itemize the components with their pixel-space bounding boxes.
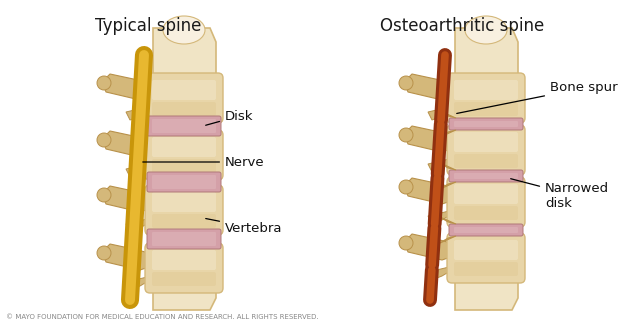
Polygon shape (438, 236, 456, 244)
Ellipse shape (163, 16, 205, 44)
Ellipse shape (399, 180, 413, 194)
Text: Narrowed
disk: Narrowed disk (511, 179, 609, 210)
Text: Disk: Disk (205, 110, 253, 125)
FancyBboxPatch shape (152, 119, 216, 133)
FancyBboxPatch shape (152, 192, 216, 212)
Polygon shape (438, 130, 456, 138)
Polygon shape (102, 74, 152, 100)
FancyBboxPatch shape (152, 102, 216, 116)
FancyBboxPatch shape (454, 102, 518, 116)
FancyBboxPatch shape (145, 185, 223, 235)
FancyBboxPatch shape (454, 184, 518, 204)
Polygon shape (438, 110, 456, 118)
Polygon shape (428, 266, 452, 280)
FancyBboxPatch shape (454, 121, 518, 127)
FancyBboxPatch shape (145, 73, 223, 123)
FancyBboxPatch shape (145, 130, 223, 180)
FancyBboxPatch shape (449, 170, 523, 182)
FancyBboxPatch shape (152, 214, 216, 228)
Polygon shape (404, 126, 454, 152)
Ellipse shape (465, 16, 507, 44)
FancyBboxPatch shape (454, 173, 518, 179)
Polygon shape (102, 244, 152, 270)
Text: Nerve: Nerve (143, 155, 265, 168)
FancyBboxPatch shape (152, 159, 216, 173)
Polygon shape (126, 276, 150, 290)
Polygon shape (102, 186, 152, 212)
FancyBboxPatch shape (147, 229, 221, 249)
Polygon shape (404, 74, 454, 100)
Polygon shape (404, 178, 454, 204)
FancyBboxPatch shape (152, 272, 216, 286)
Polygon shape (428, 158, 452, 172)
Ellipse shape (399, 236, 413, 250)
FancyBboxPatch shape (152, 232, 216, 246)
FancyBboxPatch shape (147, 116, 221, 136)
Text: Osteoarthritic spine: Osteoarthritic spine (380, 17, 544, 35)
FancyBboxPatch shape (449, 224, 523, 236)
FancyBboxPatch shape (152, 80, 216, 100)
FancyBboxPatch shape (454, 262, 518, 276)
Text: Bone spur: Bone spur (457, 82, 617, 113)
Polygon shape (428, 210, 452, 224)
FancyBboxPatch shape (152, 250, 216, 270)
Ellipse shape (399, 128, 413, 142)
Polygon shape (438, 216, 456, 224)
Polygon shape (455, 28, 518, 310)
FancyBboxPatch shape (454, 227, 518, 233)
Polygon shape (126, 163, 150, 177)
Text: Vertebra: Vertebra (206, 218, 283, 235)
FancyBboxPatch shape (447, 177, 525, 227)
Ellipse shape (97, 76, 111, 90)
Text: © MAYO FOUNDATION FOR MEDICAL EDUCATION AND RESEARCH. ALL RIGHTS RESERVED.: © MAYO FOUNDATION FOR MEDICAL EDUCATION … (6, 314, 319, 320)
Text: Typical spine: Typical spine (95, 17, 201, 35)
FancyBboxPatch shape (454, 154, 518, 168)
FancyBboxPatch shape (454, 80, 518, 100)
FancyBboxPatch shape (449, 118, 523, 130)
Ellipse shape (399, 76, 413, 90)
FancyBboxPatch shape (447, 233, 525, 283)
FancyBboxPatch shape (152, 137, 216, 157)
Polygon shape (153, 28, 216, 310)
FancyBboxPatch shape (147, 172, 221, 192)
Ellipse shape (97, 133, 111, 147)
Ellipse shape (97, 188, 111, 202)
Ellipse shape (97, 246, 111, 260)
FancyBboxPatch shape (145, 243, 223, 293)
FancyBboxPatch shape (454, 206, 518, 220)
Polygon shape (102, 131, 152, 157)
Polygon shape (438, 162, 456, 170)
Polygon shape (126, 106, 150, 120)
FancyBboxPatch shape (454, 132, 518, 152)
Polygon shape (126, 218, 150, 232)
Polygon shape (438, 182, 456, 190)
FancyBboxPatch shape (447, 73, 525, 123)
FancyBboxPatch shape (447, 125, 525, 175)
FancyBboxPatch shape (152, 175, 216, 189)
Polygon shape (428, 106, 452, 120)
FancyBboxPatch shape (454, 240, 518, 260)
Polygon shape (404, 234, 454, 260)
